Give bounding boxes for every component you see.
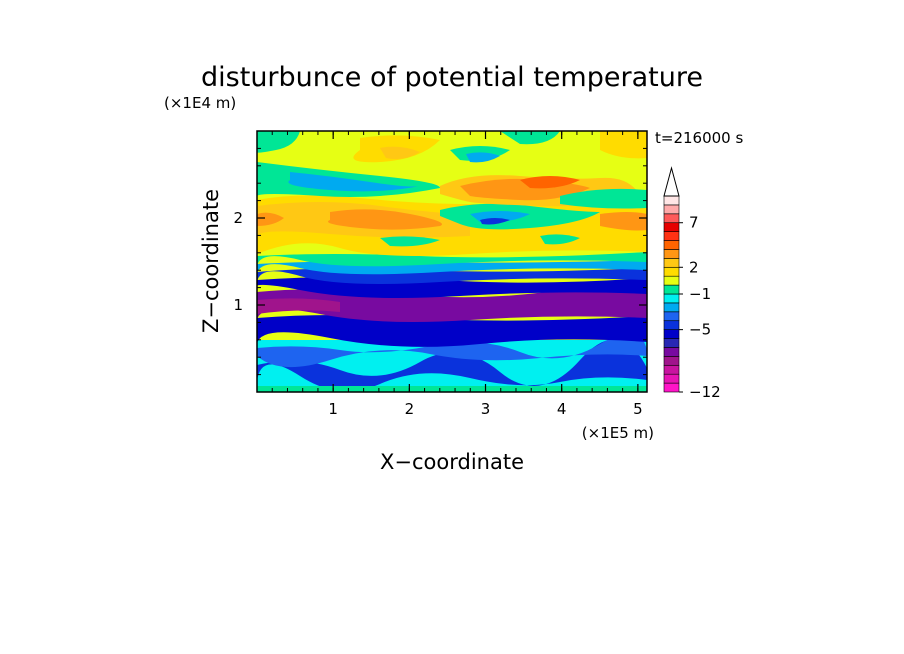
colorbar-swatch — [663, 302, 680, 313]
plot-frame — [256, 130, 648, 393]
colorbar-swatch — [663, 293, 680, 304]
colorbar-swatch — [663, 356, 680, 366]
y-axis-label: Z−coordinate — [199, 189, 223, 333]
colorbar-swatch — [663, 240, 680, 250]
y-scale-label: (×1E4 m) — [164, 94, 236, 112]
colorbar-swatch — [663, 231, 680, 241]
colorbar-swatch — [663, 275, 680, 286]
colorbar-arrow — [663, 166, 680, 197]
colorbar-swatch — [663, 347, 680, 357]
contour-field — [257, 131, 647, 392]
colorbar-swatch — [663, 195, 680, 206]
colorbar-tick-label: −5 — [689, 321, 711, 339]
y-tick-label: 1 — [233, 296, 243, 314]
x-scale-label: (×1E5 m) — [582, 424, 654, 442]
time-label: t=216000 s — [655, 129, 743, 147]
colorbar-swatch — [663, 258, 680, 268]
colorbar-swatch — [663, 329, 680, 339]
colorbar-swatch — [663, 213, 680, 224]
y-axis-ticks: 12 — [233, 147, 647, 376]
colorbar-swatch — [663, 222, 680, 232]
colorbar-swatch — [663, 204, 680, 215]
colorbar-swatch — [663, 338, 680, 348]
colorbar-swatch — [663, 373, 680, 384]
colorbar-tick-label: 7 — [689, 214, 699, 232]
x-tick-label: 5 — [633, 400, 643, 418]
colorbar-swatch — [663, 382, 680, 393]
x-axis-label: X−coordinate — [380, 450, 524, 474]
colorbar-swatch — [663, 311, 680, 322]
colorbar: 7 2 −1 −5 −12 — [663, 166, 721, 401]
colorbar-swatch — [663, 284, 680, 295]
x-axis-ticks: 1 2 3 4 5 — [271, 131, 643, 418]
chart-title: disturbunce of potential temperature — [201, 62, 703, 93]
x-tick-label: 3 — [481, 400, 491, 418]
colorbar-swatch — [663, 249, 680, 259]
y-tick-label: 2 — [233, 209, 243, 227]
colorbar-swatch — [663, 320, 680, 330]
x-tick-label: 2 — [405, 400, 415, 418]
x-tick-label: 1 — [328, 400, 338, 418]
x-tick-label: 4 — [557, 400, 567, 418]
colorbar-tick-label: −12 — [689, 383, 721, 401]
colorbar-swatch — [663, 266, 680, 277]
colorbar-swatch — [663, 364, 680, 375]
colorbar-tick-label: 2 — [689, 258, 699, 276]
colorbar-tick-label: −1 — [689, 285, 711, 303]
